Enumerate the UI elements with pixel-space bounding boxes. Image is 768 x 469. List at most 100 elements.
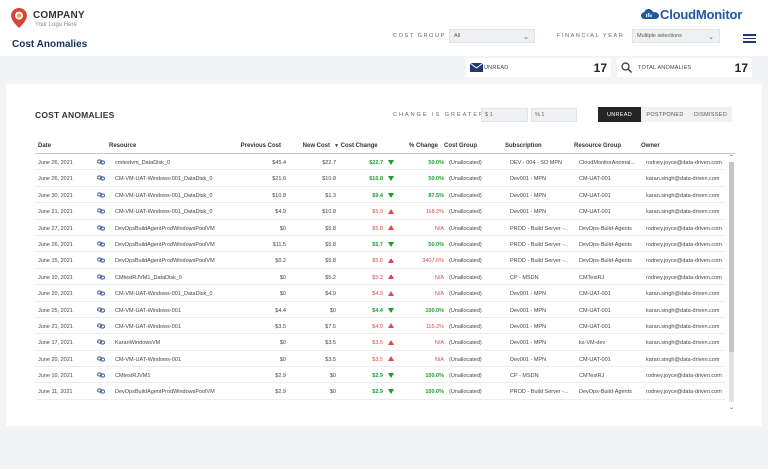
- decrease-arrow-icon: [388, 160, 394, 165]
- cell-resource-group: DevOps-Build-Agents: [579, 258, 632, 265]
- scroll-up-icon[interactable]: ⌃: [729, 155, 735, 161]
- cell-resource: DevOpsBuildAgentProdWindowsPoolVM: [115, 225, 215, 232]
- table-row[interactable]: June 26, 2021 CM-VM-UAT-Windows-001_DataD…: [35, 170, 725, 187]
- link-icon[interactable]: [97, 241, 105, 247]
- cell-resource: cmtestvm_DataDisk_0: [115, 160, 171, 166]
- financial-year-select[interactable]: Multiple selections ⌄: [632, 29, 720, 43]
- cell-date: June 17, 2021: [38, 340, 73, 347]
- link-icon[interactable]: [97, 159, 105, 165]
- cell-resource: CM-VM-UAT-Windows-001_DataDisk_0: [115, 291, 213, 298]
- cell-resource-group: CloudMonitorAnomal...: [579, 160, 635, 166]
- col-date[interactable]: Date: [38, 143, 52, 149]
- cell-pct-change: 50.0%: [428, 160, 444, 166]
- change-threshold-label: CHANGE IS GREATER: [393, 112, 485, 118]
- scrollbar-thumb[interactable]: [729, 162, 734, 352]
- cell-date: June 15, 2021: [38, 258, 73, 265]
- col-pct-change[interactable]: % Change: [408, 143, 438, 149]
- link-icon[interactable]: [97, 290, 105, 296]
- cell-resource: CM-VM-UAT-Windows-001_DataDisk_0: [115, 192, 213, 199]
- cell-cost-group: (Unallocated): [449, 160, 482, 166]
- tab-unread[interactable]: UNREAD: [598, 107, 641, 122]
- link-icon[interactable]: [97, 307, 105, 313]
- link-icon[interactable]: [97, 257, 105, 263]
- table-row[interactable]: June 25, 2021 CM-VM-UAT-Windows-001 $4.4 $0…: [35, 302, 725, 318]
- cell-owner: rodney.joyce@data-driven.com: [646, 241, 722, 248]
- header-bar: COMPANY Your Logo Here Cost Anomalies CO…: [0, 0, 768, 56]
- percent-threshold-input[interactable]: % 1: [531, 108, 577, 122]
- scroll-down-icon[interactable]: ⌄: [729, 405, 735, 411]
- cell-pct-change: N/A: [434, 274, 444, 281]
- link-icon[interactable]: [97, 356, 105, 362]
- table-row[interactable]: June 21, 2021 CM-VM-UAT-Windows-001_DataD…: [35, 203, 725, 220]
- table-row[interactable]: June 15, 2021 DevOpsBuildAgentProdWindows…: [35, 252, 725, 269]
- link-icon[interactable]: [97, 225, 105, 231]
- link-icon[interactable]: [97, 192, 105, 198]
- hamburger-menu-icon[interactable]: [743, 34, 756, 43]
- cell-new-cost: $5.8: [325, 225, 336, 232]
- cell-cost-group: (Unallocated): [449, 373, 482, 380]
- link-icon[interactable]: [97, 339, 105, 345]
- cell-owner: karan.singh@data-driven.com: [646, 323, 720, 330]
- cell-new-cost: $4.9: [325, 291, 336, 298]
- col-cost-group[interactable]: Cost Group: [444, 143, 477, 149]
- cell-resource-group: DevOps-Build-Agents: [579, 225, 632, 232]
- cell-pct-change: 100.0%: [425, 373, 444, 380]
- col-subscription[interactable]: Subscription: [505, 143, 542, 149]
- cost-group-select[interactable]: All ⌄: [449, 29, 535, 43]
- cell-date: June 10, 2021: [38, 373, 73, 380]
- link-icon[interactable]: [97, 372, 105, 378]
- cell-date: June 11, 2021: [38, 389, 73, 396]
- link-icon[interactable]: [97, 274, 105, 280]
- table-row[interactable]: June 10, 2021 CMtestRJVM1_DataDisk_0 $0 $5.…: [35, 269, 725, 286]
- col-resource-group[interactable]: Resource Group: [574, 143, 622, 149]
- cell-owner: rodney.joyce@data-driven.com: [646, 373, 722, 380]
- table-row[interactable]: June 27, 2021 DevOpsBuildAgentProdWindows…: [35, 220, 725, 236]
- tab-postponed[interactable]: POSTPONED: [641, 107, 689, 122]
- cell-owner: rodney.joyce@data-driven.com: [646, 389, 722, 396]
- table-row[interactable]: June 21, 2021 CM-VM-UAT-Windows-001 $3.5 $7…: [35, 318, 725, 335]
- col-resource[interactable]: Resource: [109, 143, 137, 149]
- cell-cost-group: (Unallocated): [449, 176, 482, 183]
- map-pin-logo-icon: [11, 8, 27, 28]
- table-row[interactable]: June 10, 2021 CMtestRJVM1 $2.9 $0 $2.9 100.0%…: [35, 367, 725, 384]
- increase-arrow-icon: [388, 274, 394, 280]
- link-icon[interactable]: [97, 208, 105, 214]
- cell-cost-change: $22.7: [369, 160, 383, 166]
- col-cost-change-label: Cost Change: [340, 143, 378, 149]
- link-icon[interactable]: [97, 323, 105, 329]
- cell-cost-change: $5.7: [372, 241, 383, 248]
- col-cost-change[interactable]: ▼ Cost Change: [334, 143, 378, 149]
- col-previous-cost[interactable]: Previous Cost: [240, 143, 281, 149]
- kpi-total-value: 17: [734, 61, 748, 75]
- envelope-icon: [470, 63, 483, 72]
- table-row[interactable]: June 11, 2021 DevOpsBuildAgentProdWindows…: [35, 383, 725, 400]
- cell-subscription: Dev001 - MPN: [510, 323, 547, 330]
- table-scrollbar[interactable]: ⌃ ⌄: [729, 154, 734, 416]
- table-row[interactable]: June 17, 2021 KaranWindowsVM $0 $3.5 $3.5 N/A…: [35, 334, 725, 351]
- cell-new-cost: $10.8: [322, 209, 336, 216]
- kpi-unread-value: 17: [593, 61, 607, 75]
- cell-subscription: Dev001 - MPN: [510, 307, 547, 314]
- cell-cost-change: $5.9: [372, 209, 383, 216]
- table-row[interactable]: June 20, 2021 CM-VM-UAT-Windows-001_DataD…: [35, 285, 725, 302]
- increase-arrow-icon: [388, 323, 394, 329]
- kpi-unread[interactable]: UNREAD 17: [466, 58, 611, 77]
- col-new-cost[interactable]: New Cost: [302, 143, 330, 149]
- table-row[interactable]: June 26, 2021 DevOpsBuildAgentProdWindows…: [35, 236, 725, 253]
- col-owner[interactable]: Owner: [641, 143, 660, 149]
- kpi-total-anomalies[interactable]: TOTAL ANOMALIES 17: [617, 58, 752, 77]
- cell-previous-cost: $10.8: [272, 192, 286, 199]
- panel-title: COST ANOMALIES: [35, 110, 115, 120]
- link-icon[interactable]: [97, 388, 105, 394]
- tab-dismissed[interactable]: DISMISSED: [689, 107, 732, 122]
- table-row[interactable]: June 20, 2021 CM-VM-UAT-Windows-001 $0 $3.5…: [35, 351, 725, 368]
- dollar-threshold-input[interactable]: $ 1: [481, 108, 528, 122]
- table-row[interactable]: June 26, 2021 cmtestvm_DataDisk_0 $45.4 $22…: [35, 154, 725, 171]
- cell-resource: CMtestRJVM1_DataDisk_0: [115, 274, 182, 281]
- link-icon[interactable]: [97, 175, 105, 181]
- cell-resource-group: CMTestRJ: [579, 373, 605, 380]
- cell-previous-cost: $45.4: [272, 160, 286, 166]
- table-row[interactable]: June 30, 2021 CM-VM-UAT-Windows-001_DataD…: [35, 187, 725, 204]
- cell-resource-group: CM-UAT-001: [579, 176, 611, 183]
- cell-cost-change: $10.8: [369, 176, 383, 183]
